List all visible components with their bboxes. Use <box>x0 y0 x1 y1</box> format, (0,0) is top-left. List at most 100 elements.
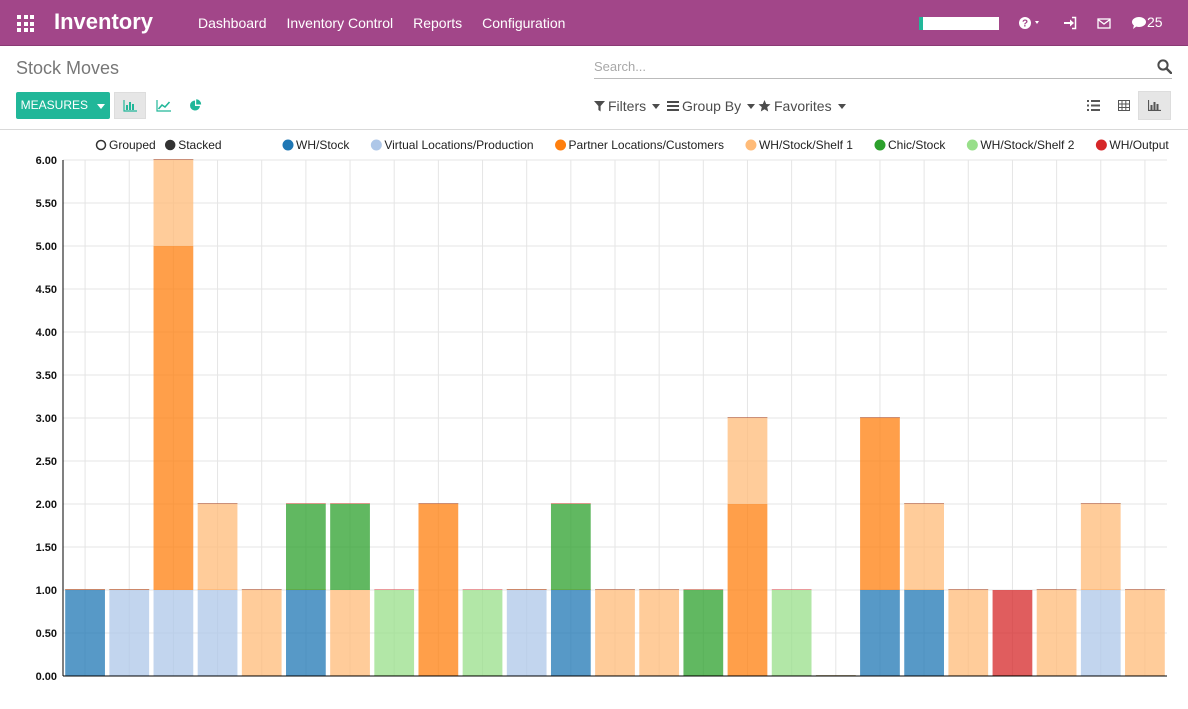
bar-segment[interactable] <box>506 589 547 590</box>
favorites-dropdown[interactable]: Favorites <box>758 98 846 114</box>
svg-text:WH/Stock: WH/Stock <box>296 138 350 152</box>
graph-view-icon <box>1148 100 1161 111</box>
bar-segment[interactable] <box>1080 503 1121 504</box>
bar-segment[interactable] <box>948 589 989 590</box>
bar-segment[interactable] <box>286 503 326 504</box>
bar-segment[interactable] <box>727 504 768 676</box>
bar-segment[interactable] <box>595 589 635 590</box>
group-by-dropdown[interactable]: Group By <box>667 98 756 114</box>
menu-configuration[interactable]: Configuration <box>482 15 566 31</box>
bar-segment[interactable] <box>153 159 194 160</box>
bar-segment[interactable] <box>860 417 900 418</box>
y-tick-label: 5.00 <box>36 241 57 253</box>
bar-segment[interactable] <box>241 589 282 590</box>
bar-segment[interactable] <box>1036 589 1077 590</box>
legend-grouped-toggle[interactable]: Grouped <box>95 138 156 152</box>
bar-segment[interactable] <box>860 418 900 590</box>
bar-segment[interactable] <box>109 589 150 590</box>
bar-segment[interactable] <box>595 590 635 676</box>
list-view-button[interactable] <box>1077 91 1110 120</box>
legend-item[interactable]: WH/Output <box>1095 138 1169 152</box>
bar-segment[interactable] <box>1080 504 1121 590</box>
bar-segment[interactable] <box>153 160 194 246</box>
bar-segment[interactable] <box>727 417 768 418</box>
bar-segment[interactable] <box>462 590 503 676</box>
bar-segment[interactable] <box>904 503 944 504</box>
bar-segment[interactable] <box>65 590 105 676</box>
y-tick-label: 4.50 <box>36 284 57 296</box>
svg-text:Chic/Stock: Chic/Stock <box>888 138 946 152</box>
bar-segment[interactable] <box>418 504 459 676</box>
bar-segment[interactable] <box>992 590 1033 676</box>
legend-item[interactable]: WH/Stock/Shelf 1 <box>745 138 853 152</box>
bar-segment[interactable] <box>418 503 459 504</box>
bar-segment[interactable] <box>948 590 989 676</box>
bar-segment[interactable] <box>550 503 591 504</box>
line-chart-mode-button[interactable] <box>147 92 179 119</box>
apps-grid-icon[interactable] <box>17 15 34 32</box>
bar-segment[interactable] <box>462 589 503 590</box>
pie-chart-mode-button[interactable] <box>179 92 211 119</box>
measures-button[interactable]: MEASURES <box>16 92 110 119</box>
y-tick-label: 1.50 <box>36 542 57 554</box>
bar-segment[interactable] <box>197 504 238 590</box>
bar-segment[interactable] <box>1125 590 1165 676</box>
bar-segment[interactable] <box>904 590 944 676</box>
legend-item[interactable]: Chic/Stock <box>874 138 946 152</box>
favorites-caret-icon <box>837 103 846 109</box>
bar-segment[interactable] <box>330 590 370 676</box>
bar-segment[interactable] <box>374 589 415 590</box>
bar-chart-mode-button[interactable] <box>114 92 146 119</box>
bar-segment[interactable] <box>506 590 547 676</box>
filters-dropdown[interactable]: Filters <box>594 98 661 114</box>
y-tick-label: 1.00 <box>36 585 57 597</box>
help-menu-icon[interactable]: ? <box>1018 14 1042 30</box>
bar-segment[interactable] <box>727 418 768 504</box>
menu-reports[interactable]: Reports <box>413 15 463 31</box>
bar-segment[interactable] <box>771 589 812 590</box>
bar-segment[interactable] <box>109 590 150 676</box>
bar-segment[interactable] <box>639 589 680 590</box>
search-icon[interactable] <box>1157 59 1173 79</box>
bar-segment[interactable] <box>771 590 812 676</box>
bar-segment[interactable] <box>550 590 591 676</box>
bar-segment[interactable] <box>550 504 591 590</box>
y-tick-label: 3.00 <box>36 413 57 425</box>
chat-messages-button[interactable]: 25 <box>1131 14 1163 30</box>
bar-segment[interactable] <box>1080 590 1121 676</box>
sign-in-icon[interactable] <box>1063 14 1077 30</box>
legend-item[interactable]: Virtual Locations/Production <box>370 138 534 152</box>
legend-item[interactable]: WH/Stock <box>282 138 350 152</box>
bar-segment[interactable] <box>330 503 370 504</box>
bar-segment[interactable] <box>330 504 370 590</box>
bar-segment[interactable] <box>374 590 415 676</box>
bar-segment[interactable] <box>904 504 944 590</box>
legend-stacked-toggle[interactable]: Stacked <box>164 138 222 152</box>
bar-segment[interactable] <box>1125 589 1165 590</box>
favorites-label: Favorites <box>774 98 832 114</box>
search-input[interactable] <box>594 59 1144 74</box>
bar-segment[interactable] <box>286 504 326 590</box>
bar-segment[interactable] <box>683 590 724 676</box>
bar-segment[interactable] <box>153 590 194 676</box>
bar-segment[interactable] <box>197 503 238 504</box>
bar-segment[interactable] <box>1036 590 1077 676</box>
bar-segment[interactable] <box>65 589 105 590</box>
mail-icon[interactable] <box>1097 14 1111 30</box>
bar-segment[interactable] <box>639 590 680 676</box>
pivot-view-button[interactable] <box>1107 91 1140 120</box>
menu-inventory-control[interactable]: Inventory Control <box>286 15 394 31</box>
bar-segment[interactable] <box>153 246 194 590</box>
bar-segment[interactable] <box>286 590 326 676</box>
svg-text:Grouped: Grouped <box>109 138 156 152</box>
legend-item[interactable]: WH/Stock/Shelf 2 <box>966 138 1075 152</box>
bar-segment[interactable] <box>860 590 900 676</box>
bar-segment[interactable] <box>241 590 282 676</box>
breadcrumb[interactable]: Stock Moves <box>16 58 120 78</box>
bar-segment[interactable] <box>197 590 238 676</box>
menu-dashboard[interactable]: Dashboard <box>198 15 267 31</box>
navbar-quick-search[interactable] <box>919 17 999 30</box>
graph-view-button[interactable] <box>1138 91 1171 120</box>
legend-item[interactable]: Partner Locations/Customers <box>555 138 724 152</box>
bar-segment[interactable] <box>683 589 724 590</box>
